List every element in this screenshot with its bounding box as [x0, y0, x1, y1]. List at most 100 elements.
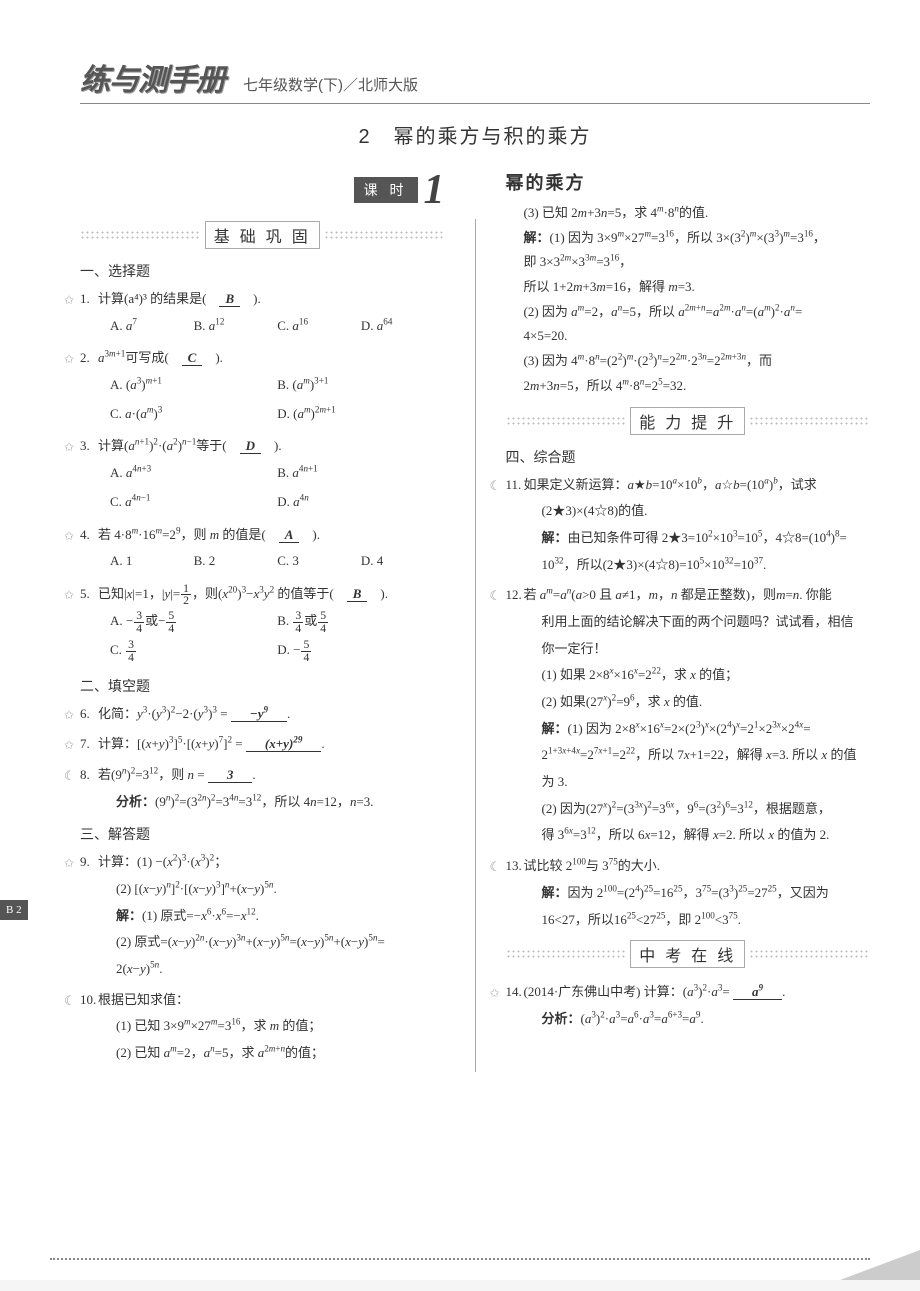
q3-ans: D — [240, 438, 261, 454]
star-icon: ✩ — [64, 852, 74, 875]
dots-right — [749, 949, 870, 959]
q1-text: 计算(a⁴)³ 的结果是( — [98, 291, 219, 306]
q8-num: 8. — [80, 763, 90, 788]
band-exam-label: 中 考 在 线 — [630, 940, 745, 968]
q5-num: 5. — [80, 582, 90, 607]
q11-s2: 1032，所以(2★3)×(4☆8)=105×1032=1037. — [542, 553, 871, 578]
left-column: 课 时 1 基 础 巩 固 一、选择题 ✩ 1. 计算(a⁴)³ 的结果是( B… — [80, 169, 445, 1072]
page-tab: B 2 — [0, 900, 28, 920]
q4-opt-c: C. 3 — [277, 547, 361, 576]
heading-fill: 二、填空题 — [80, 676, 445, 696]
q10-s3: (3) 因为 4m·8n=(22)m·(23)n=22m·23n=22m+3n，… — [524, 349, 871, 374]
q3: ✩ 3. 计算(an+1)2·(a2)n−1等于( D ). A. a4n+3 … — [80, 434, 445, 516]
q10-num: 10. — [80, 988, 96, 1013]
q2-num: 2. — [80, 346, 90, 371]
q13: ☾ 13. 试比较 2100与 375的大小. 解：因为 2100=(24)25… — [506, 854, 871, 932]
dots-right — [324, 230, 445, 240]
q1-opt-d: D. a64 — [361, 312, 445, 341]
q4-num: 4. — [80, 523, 90, 548]
q2-opt-d: D. (am)2m+1 — [277, 400, 444, 429]
q8: ☾ 8. 若(9n)2=312，则 n = 3 . 分析：(9n)2=(32n)… — [80, 763, 445, 814]
q4-opts: A. 1 B. 2 C. 3 D. 4 — [110, 547, 445, 576]
q11-s1: 解：由已知条件可得 2★3=102×103=105，4☆8=(104)8= — [542, 526, 871, 551]
q1-opt-b: B. a12 — [194, 312, 278, 341]
heading-solve: 三、解答题 — [80, 824, 445, 844]
right-column: 幂的乘方 (3) 已知 2m+3n=5，求 4m·8n的值. 解：(1) 因为 … — [506, 169, 871, 1072]
star-icon: ✩ — [64, 436, 74, 459]
q11-num: 11. — [506, 473, 522, 498]
q5-opt-a: A. −34或−54 — [110, 607, 277, 636]
chapter-title: 2 幂的乘方与积的乘方 — [80, 120, 870, 149]
q5-ans: B — [347, 586, 368, 602]
corner-shadow — [840, 1250, 920, 1280]
analysis-label: 分析： — [542, 1011, 581, 1026]
q3-opts: A. a4n+3 B. a4n+1 C. a4n−1 D. a4n — [110, 459, 445, 516]
dots-left — [506, 949, 627, 959]
star-icon: ✩ — [64, 704, 74, 727]
q11-l2: (2★3)×(4☆8)的值. — [542, 499, 871, 524]
band-exam: 中 考 在 线 — [506, 940, 871, 968]
q12-s1b: 21+3x+4x=27x+1=222，所以 7x+1=22，解得 x=3. 所以… — [542, 743, 871, 768]
q13-s1: 解：因为 2100=(24)25=1625，375=(33)25=2725，又因… — [542, 881, 871, 906]
q14-num: 14. — [506, 980, 522, 1005]
q10-s3b: 2m+3n=5，所以 4m·8n=25=32. — [524, 374, 871, 399]
q6-ans: −y9 — [231, 706, 287, 722]
sol-label: 解： — [524, 230, 550, 245]
q2-ans: C — [182, 350, 203, 366]
logo-text: 练与测手册 — [80, 55, 225, 99]
star-icon: ✩ — [64, 525, 74, 548]
band-basic: 基 础 巩 固 — [80, 221, 445, 249]
q1-opt-c: C. a16 — [277, 312, 361, 341]
sol-label: 解： — [542, 885, 568, 900]
bottom-dotted-line — [50, 1258, 870, 1260]
q4: ✩ 4. 若 4·8m·16m=29，则 m 的值是( A ). A. 1 B.… — [80, 523, 445, 576]
q5: ✩ 5. 已知|x|=1，|y|=12，则(x20)3−x3y2 的值等于( B… — [80, 582, 445, 666]
q4-ans: A — [279, 527, 300, 543]
q6: ✩ 6. 化简：y3·(y3)2−2·(y3)3 = −y9 . — [80, 702, 445, 727]
q10-text: 根据已知求值： — [98, 992, 189, 1007]
column-divider — [475, 219, 476, 1072]
heading-comprehensive: 四、综合题 — [506, 447, 871, 467]
q9-s1: 解：(1) 原式=−x6·x6=−x12. — [116, 904, 445, 929]
q4-opt-a: A. 1 — [110, 547, 194, 576]
q10-s1b: 即 3×32m×33m=316， — [524, 250, 871, 275]
q4-opt-d: D. 4 — [361, 547, 445, 576]
q7: ✩ 7. 计算：[(x+y)3]5·[(x+y)7]2 = (x+y)29 . — [80, 732, 445, 757]
q10: ☾ 10. 根据已知求值： (1) 已知 3×9m×27m=316，求 m 的值… — [80, 988, 445, 1066]
q10-l1: (1) 已知 3×9m×27m=316，求 m 的值； — [116, 1014, 445, 1039]
q12-p2: (2) 如果(27x)2=96，求 x 的值. — [542, 690, 871, 715]
q14-ans: a9 — [733, 984, 782, 1000]
band-basic-label: 基 础 巩 固 — [205, 221, 320, 249]
lesson-number: 1 — [424, 169, 445, 211]
star-icon: ✩ — [64, 734, 74, 757]
q7-num: 7. — [80, 732, 90, 757]
q12: ☾ 12. 若 am=an(a>0 且 a≠1，m，n 都是正整数)，则m=n.… — [506, 583, 871, 848]
q5-opt-d: D. −54 — [277, 636, 444, 665]
q10-s1c: 所以 1+2m+3m=16，解得 m=3. — [524, 275, 871, 300]
moon-icon: ☾ — [490, 584, 502, 609]
moon-icon: ☾ — [490, 474, 502, 499]
analysis-label: 分析： — [116, 794, 155, 809]
q3-opt-a: A. a4n+3 — [110, 459, 277, 488]
q12-l2: 利用上面的结论解决下面的两个问题吗？试试看，相信 — [542, 610, 871, 635]
dots-left — [506, 416, 627, 426]
content-columns: 课 时 1 基 础 巩 固 一、选择题 ✩ 1. 计算(a⁴)³ 的结果是( B… — [80, 169, 870, 1072]
q1-opt-a: A. a7 — [110, 312, 194, 341]
q5-opt-c: C. 34 — [110, 636, 277, 665]
band-ability: 能 力 提 升 — [506, 407, 871, 435]
q10-s1a: 解：(1) 因为 3×9m×27m=316，所以 3×(32)m×(33)m=3… — [524, 226, 871, 251]
q5-opt-b: B. 34或54 — [277, 607, 444, 636]
q10-s2b: 4×5=20. — [524, 324, 871, 349]
q1: ✩ 1. 计算(a⁴)³ 的结果是( B ). A. a7 B. a12 C. … — [80, 287, 445, 340]
star-icon: ✩ — [490, 982, 500, 1005]
q10-s2: (2) 因为 am=2，an=5，所以 a2m+n=a2m·an=(am)2·a… — [524, 300, 871, 325]
q3-opt-d: D. a4n — [277, 488, 444, 517]
q2-opt-b: B. (am)3+1 — [277, 371, 444, 400]
q1-opts: A. a7 B. a12 C. a16 D. a64 — [110, 312, 445, 341]
dots-left — [80, 230, 201, 240]
q10-l2: (2) 已知 am=2，an=5，求 a2m+n的值； — [116, 1041, 445, 1066]
dots-right — [749, 416, 870, 426]
q12-s1c: 为 3. — [542, 770, 871, 795]
q8-ans: 3 — [208, 767, 253, 783]
q11: ☾ 11. 如果定义新运算：a★b=10a×10b，a☆b=(10a)b，试求 … — [506, 473, 871, 578]
